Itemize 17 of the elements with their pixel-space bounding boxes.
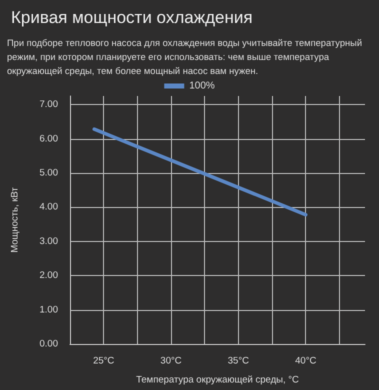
legend-label: 100%	[189, 80, 215, 92]
x-tick-label: 40°C	[295, 356, 316, 366]
x-axis-title: Температура окружающей среды, °C	[136, 374, 300, 386]
x-tick-label: 30°C	[160, 356, 182, 366]
y-tick-label: 5.00	[40, 167, 58, 178]
chart-title: Кривая мощности охлаждения	[11, 8, 253, 27]
x-tick-label: 25°C	[93, 356, 114, 366]
y-tick-label: 6.00	[40, 133, 58, 144]
y-tick-label: 0.00	[40, 338, 58, 350]
y-tick-label: 3.00	[40, 236, 58, 247]
y-tick-label: 4.00	[40, 202, 58, 213]
y-tick-label: 7.00	[40, 99, 58, 110]
y-axis-title: Мощность, кВт	[10, 186, 20, 253]
x-tick-label: 35°C	[228, 356, 250, 366]
y-tick-label: 2.00	[40, 270, 58, 282]
y-tick-label: 1.00	[40, 304, 58, 316]
chart-subtitle: При подборе теплового насоса для охлаждения воды учитывайте температурный режим, при котором планируете его использовать: чем выше температура окружающей среды, тем более мощный насос вам нужен.	[7, 37, 364, 78]
